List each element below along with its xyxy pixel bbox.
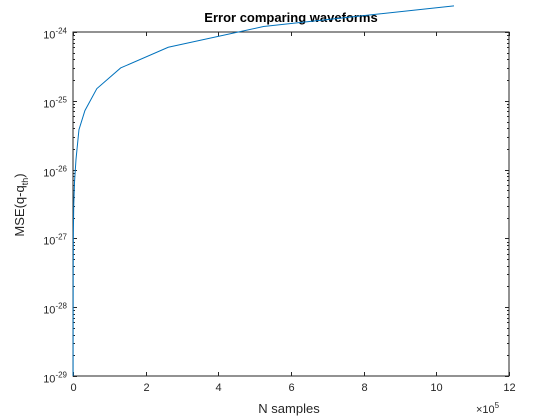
y-axis-label: MSE(q-qth) [12, 173, 30, 236]
series-line [72, 5, 455, 377]
y-tick-label-base: 10 [43, 305, 55, 317]
x-tick-label: 12 [503, 382, 515, 394]
x-tick-label: 0 [70, 382, 76, 394]
y-tick-label-base: 10 [43, 236, 55, 248]
y-tick-label: 10-29 [43, 371, 67, 386]
x-tick-label: 6 [288, 382, 294, 394]
x-axis-exponent-label: ×105 [476, 401, 500, 416]
y-axis-label-base: MSE(q-q [12, 185, 27, 236]
y-tick-label-exponent: -29 [55, 371, 67, 380]
y-tick-label-exponent: -26 [55, 165, 67, 174]
y-tick-label: 10-25 [43, 96, 67, 111]
y-axis-label-subscript: th [20, 178, 30, 186]
y-tick-label-base: 10 [43, 30, 55, 42]
x-tick-label: 4 [215, 382, 221, 394]
y-tick-label-exponent: -28 [55, 302, 67, 311]
y-tick-label-exponent: -27 [55, 233, 67, 242]
y-tick-label-base: 10 [43, 99, 55, 111]
x-axis-exponent-base: ×10 [476, 404, 495, 416]
y-tick-label-base: 10 [43, 374, 55, 386]
y-axis-label-suffix: ) [12, 173, 27, 177]
y-tick-label-exponent: -24 [55, 27, 67, 36]
x-tick-label: 2 [143, 382, 149, 394]
y-tick-label: 10-27 [43, 233, 67, 248]
x-axis-exponent-power: 5 [495, 401, 500, 410]
x-tick-label: 10 [430, 382, 442, 394]
y-tick-label: 10-28 [43, 302, 67, 317]
y-tick-label-base: 10 [43, 168, 55, 180]
chart-title: Error comparing waveforms [204, 10, 377, 25]
y-tick-label: 10-24 [43, 27, 67, 42]
x-tick-label: 8 [361, 382, 367, 394]
y-tick-label: 10-26 [43, 165, 67, 180]
x-axis-label: N samples [258, 401, 320, 416]
y-tick-label-exponent: -25 [55, 96, 67, 105]
